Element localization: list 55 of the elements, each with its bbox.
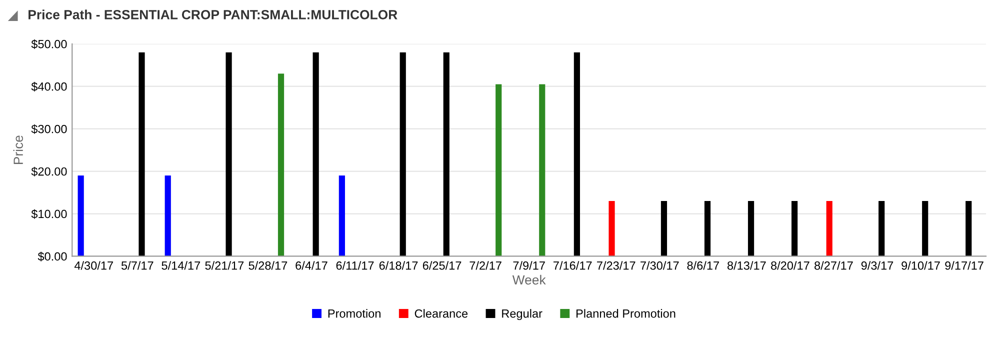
x-tick-label: 7/2/17: [470, 261, 502, 270]
y-tick-label: $40.00: [31, 82, 67, 92]
legend-label: Regular: [502, 309, 542, 320]
bar: [608, 201, 615, 256]
y-tick-label: $30.00: [31, 124, 67, 134]
x-tick-label: 9/3/17: [861, 261, 894, 270]
x-tick-label: 4/30/17: [74, 261, 113, 270]
x-tick-label: 5/21/17: [205, 261, 244, 270]
bar: [539, 84, 546, 256]
y-tick-label: $0.00: [38, 252, 67, 262]
x-tick-label: 8/6/17: [687, 261, 719, 270]
bar: [312, 52, 319, 256]
legend-label: Clearance: [414, 309, 468, 318]
bar: [278, 74, 284, 256]
bar: [164, 176, 171, 256]
chart-title: Price Path - ESSENTIAL CROP PANT:SMALL:MULTICOLOR: [28, 10, 398, 20]
x-tick-label: 7/23/17: [597, 261, 636, 270]
x-tick-label: 6/4/17: [296, 261, 328, 270]
x-tick-label: 7/30/17: [640, 261, 679, 270]
bar: [400, 52, 406, 256]
bar: [574, 52, 580, 256]
bar: [496, 84, 502, 256]
bar: [878, 201, 885, 256]
x-tick-label: 6/25/17: [422, 261, 462, 270]
x-tick-label: 7/9/17: [513, 261, 545, 270]
x-axis-title: Week: [512, 274, 546, 285]
x-tick-label: 9/17/17: [945, 261, 984, 270]
y-axis-title: Price: [13, 136, 23, 164]
x-tick-label: 8/20/17: [771, 261, 810, 270]
bar: [138, 52, 145, 256]
bar: [660, 201, 668, 256]
y-tick-label: $10.00: [31, 209, 67, 219]
bar: [338, 176, 345, 256]
y-tick-label: $20.00: [31, 166, 67, 176]
bar: [966, 201, 972, 256]
bar: [826, 201, 832, 256]
bar: [226, 52, 232, 256]
x-tick-label: 8/13/17: [727, 261, 766, 270]
x-tick-label: 7/16/17: [554, 261, 592, 270]
x-tick-label: 9/10/17: [902, 261, 940, 270]
bar: [443, 52, 450, 256]
bar: [922, 201, 928, 256]
x-tick-label: 6/18/17: [379, 261, 418, 270]
bar: [78, 176, 84, 256]
x-tick-label: 5/14/17: [162, 261, 200, 270]
legend-label: Promotion: [328, 309, 380, 318]
bar: [704, 201, 711, 256]
y-tick-label: $50.00: [31, 39, 67, 49]
x-tick-label: 8/27/17: [814, 261, 853, 270]
bar: [791, 201, 798, 256]
bar: [748, 201, 754, 256]
x-tick-label: 5/28/17: [248, 261, 288, 270]
x-tick-label: 6/11/17: [336, 261, 374, 270]
x-tick-label: 5/7/17: [121, 261, 154, 270]
legend-label: Planned Promotion: [576, 309, 676, 318]
